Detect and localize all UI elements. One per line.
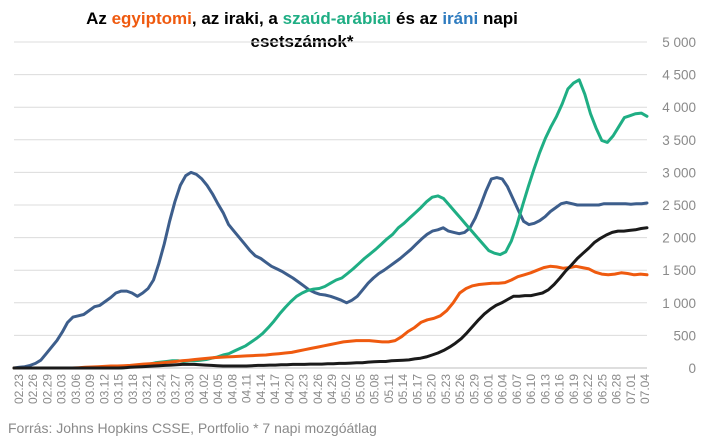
x-tick-label: 03.03 <box>55 374 69 404</box>
x-tick-label: 07.01 <box>624 374 638 404</box>
x-tick-label: 06.19 <box>567 374 581 404</box>
x-axis: 02.23 02.26 02.29 03.03 03.06 03.09 03.12 03.15… <box>12 367 652 404</box>
y-tick-label: 1 000 <box>662 296 696 311</box>
grid-lines <box>14 41 647 369</box>
plot-lines <box>12 78 649 370</box>
x-tick-label: 02.29 <box>40 374 54 404</box>
x-tick-label: 04.14 <box>254 374 268 404</box>
x-tick-label: 03.15 <box>112 374 126 404</box>
y-tick-label: 5 000 <box>662 35 696 50</box>
x-tick-label: 03.09 <box>83 374 97 404</box>
x-tick-label: 07.04 <box>638 374 652 404</box>
x-tick-label: 03.27 <box>169 374 183 404</box>
chart-title-line-1: Az egyiptomi, az iraki, a szaúd-arábiai … <box>86 9 518 28</box>
x-tick-label: 03.21 <box>140 374 154 404</box>
x-tick-label: 04.08 <box>225 374 239 404</box>
x-tick-label: 06.13 <box>538 374 552 404</box>
y-tick-label: 2 500 <box>662 198 696 213</box>
series-line-iraq <box>12 226 649 370</box>
source-note: Forrás: Johns Hopkins CSSE, Portfolio * … <box>8 420 377 436</box>
x-tick-label: 05.02 <box>339 374 353 404</box>
x-tick-label: 06.10 <box>524 374 538 404</box>
x-tick-label: 06.28 <box>610 374 624 404</box>
x-tick-label: 06.16 <box>553 374 567 404</box>
x-tick-label: 05.14 <box>396 374 410 404</box>
x-tick-label: 05.08 <box>368 374 382 404</box>
x-tick-label: 04.23 <box>297 374 311 404</box>
x-tick-label: 03.12 <box>97 374 111 404</box>
title-segment-1: egyiptomi <box>112 9 192 28</box>
y-tick-label: 2 000 <box>662 231 696 246</box>
x-tick-label: 06.22 <box>581 374 595 404</box>
x-tick-label: 06.01 <box>482 374 496 404</box>
x-tick-label: 03.30 <box>183 374 197 404</box>
x-tick-label: 04.05 <box>211 374 225 404</box>
title-segment-5: iráni <box>442 9 478 28</box>
y-axis: 0 500 1 000 1 500 2 000 2 500 3 000 3 500 4 000 4… <box>662 35 696 376</box>
x-tick-label: 05.17 <box>410 374 424 404</box>
x-tick-label: 05.23 <box>439 374 453 404</box>
title-segment-3: szaúd-arábiai <box>283 9 392 28</box>
x-tick-label: 05.11 <box>382 374 396 403</box>
y-tick-label: 3 500 <box>662 133 696 148</box>
y-tick-label: 0 <box>688 361 696 376</box>
series-line-egypt <box>12 264 649 370</box>
x-tick-label: 06.04 <box>496 374 510 404</box>
x-tick-label: 06.25 <box>595 374 609 404</box>
series-line-saudi <box>12 78 649 370</box>
x-tick-label: 04.26 <box>311 374 325 404</box>
x-tick-label: 03.06 <box>69 374 83 404</box>
x-tick-label: 04.20 <box>282 374 296 404</box>
x-tick-label: 05.29 <box>467 374 481 404</box>
x-tick-label: 02.26 <box>26 374 40 404</box>
title-segment-4: és az <box>391 9 442 28</box>
y-tick-label: 4 500 <box>662 68 696 83</box>
x-tick-label: 02.23 <box>12 374 26 404</box>
y-tick-label: 3 000 <box>662 165 696 180</box>
series-line-iran <box>12 170 649 370</box>
x-tick-label: 03.24 <box>154 374 168 404</box>
title-segment-0: Az <box>86 9 112 28</box>
x-tick-label: 04.02 <box>197 374 211 404</box>
x-tick-label: 05.26 <box>453 374 467 404</box>
title-segment-6: napi <box>478 9 518 28</box>
x-tick-label: 03.18 <box>126 374 140 404</box>
y-tick-label: 4 000 <box>662 100 696 115</box>
x-tick-label: 06.07 <box>510 374 524 404</box>
x-tick-label: 04.29 <box>325 374 339 404</box>
x-tick-label: 05.20 <box>425 374 439 404</box>
x-tick-label: 05.05 <box>353 374 367 404</box>
x-tick-label: 04.11 <box>240 374 254 403</box>
y-tick-label: 500 <box>673 328 696 343</box>
title-segment-2: , az iraki, a <box>192 9 283 28</box>
y-tick-label: 1 500 <box>662 263 696 278</box>
x-tick-label: 04.17 <box>268 374 282 404</box>
